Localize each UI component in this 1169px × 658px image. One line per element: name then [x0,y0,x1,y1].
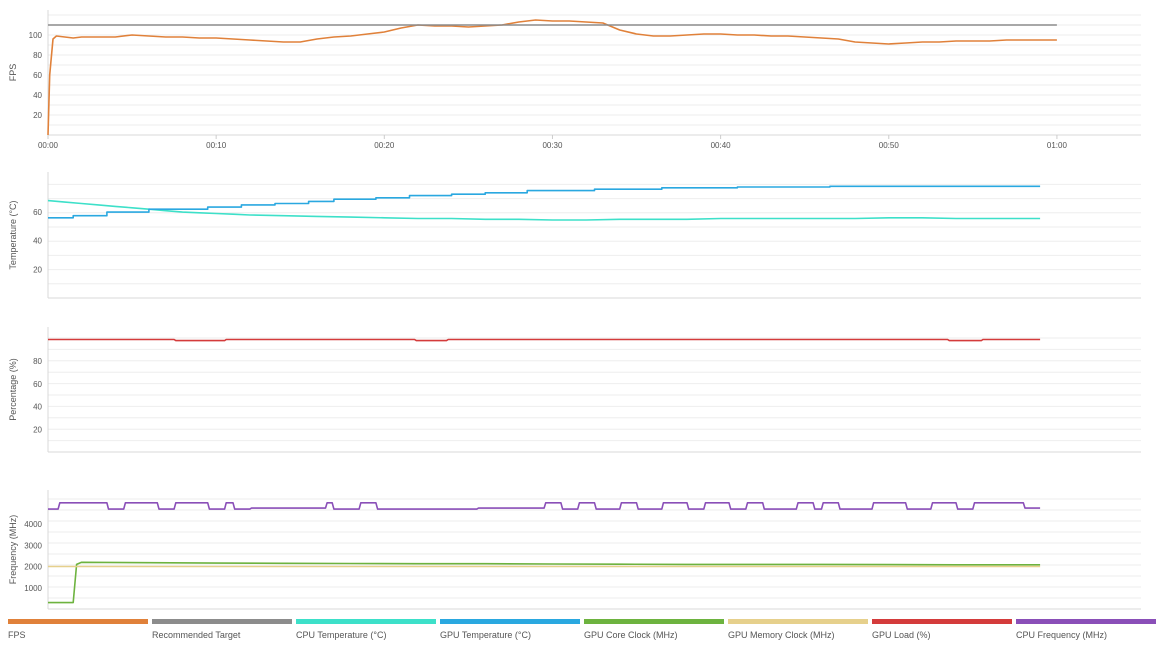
series-line-gpu-load [48,338,1041,342]
legend-swatch [8,619,148,624]
legend-item-gpu-core-clock[interactable]: GPU Core Clock (MHz) [584,619,724,640]
legend-item-fps[interactable]: FPS [8,619,148,640]
y-tick-label: 20 [33,111,42,120]
x-tick-label: 00:30 [542,141,563,150]
legend-label: CPU Temperature (°C) [296,630,387,640]
y-tick-label: 40 [33,91,42,100]
legend: FPS Recommended Target CPU Temperature (… [8,619,1160,649]
legend-swatch [728,619,868,624]
y-tick-label: 3000 [24,541,42,550]
y-axis-label: Frequency (MHz) [8,515,18,585]
legend-swatch [296,619,436,624]
y-tick-label: 60 [33,208,42,217]
legend-label: GPU Memory Clock (MHz) [728,630,835,640]
y-tick-label: 1000 [24,584,42,593]
y-tick-label: 80 [33,357,42,366]
y-tick-label: 20 [33,425,42,434]
y-axis-label: FPS [8,64,18,82]
legend-label: CPU Frequency (MHz) [1016,630,1108,640]
x-tick-label: 01:00 [1047,141,1068,150]
legend-item-gpu-memory-clock[interactable]: GPU Memory Clock (MHz) [728,619,868,640]
y-tick-label: 60 [33,71,42,80]
legend-label: GPU Load (%) [872,630,931,640]
y-tick-label: 2000 [24,563,42,572]
legend-item-cpu-temperature[interactable]: CPU Temperature (°C) [296,619,436,640]
y-tick-label: 80 [33,51,42,60]
series-line-cpu-temperature-c [47,199,1041,221]
x-tick-label: 00:40 [711,141,732,150]
legend-item-recommended-target[interactable]: Recommended Target [152,619,292,640]
legend-swatch [584,619,724,624]
charts-area: 20 40 60 80 100 FPS 00:00 00:10 00:20 00:30 00:40 0… [8,10,1141,610]
legend-item-gpu-load[interactable]: GPU Load (%) [872,619,1012,640]
legend-label: Recommended Target [152,630,241,640]
series-line-cpu-frequency-mhz [48,501,1041,510]
legend-swatch [1016,619,1156,624]
series-line-fps [47,19,1057,136]
legend-label: FPS [8,630,26,640]
legend-label: GPU Core Clock (MHz) [584,630,678,640]
legend-swatch [872,619,1012,624]
legend-item-cpu-frequency[interactable]: CPU Frequency (MHz) [1016,619,1156,640]
x-tick-label: 00:20 [374,141,395,150]
legend-label: GPU Temperature (°C) [440,630,531,640]
legend-swatch [152,619,292,624]
x-tick-label: 00:00 [38,141,59,150]
series-line-gpu-core-clock-mhz [48,561,1041,604]
y-tick-label: 60 [33,380,42,389]
series-line-gpu-temperature-c [48,185,1041,219]
y-tick-label: 4000 [24,520,42,529]
y-tick-label: 100 [29,31,43,40]
legend-swatch [440,619,580,624]
y-tick-label: 20 [33,265,42,274]
x-tick-label: 00:50 [879,141,900,150]
y-axis-label: Temperature (°C) [8,200,18,269]
legend-item-gpu-temperature[interactable]: GPU Temperature (°C) [440,619,580,640]
y-tick-label: 40 [33,237,42,246]
x-tick-label: 00:10 [206,141,227,150]
y-tick-label: 40 [33,403,42,412]
y-axis-label: Percentage (%) [8,358,18,421]
